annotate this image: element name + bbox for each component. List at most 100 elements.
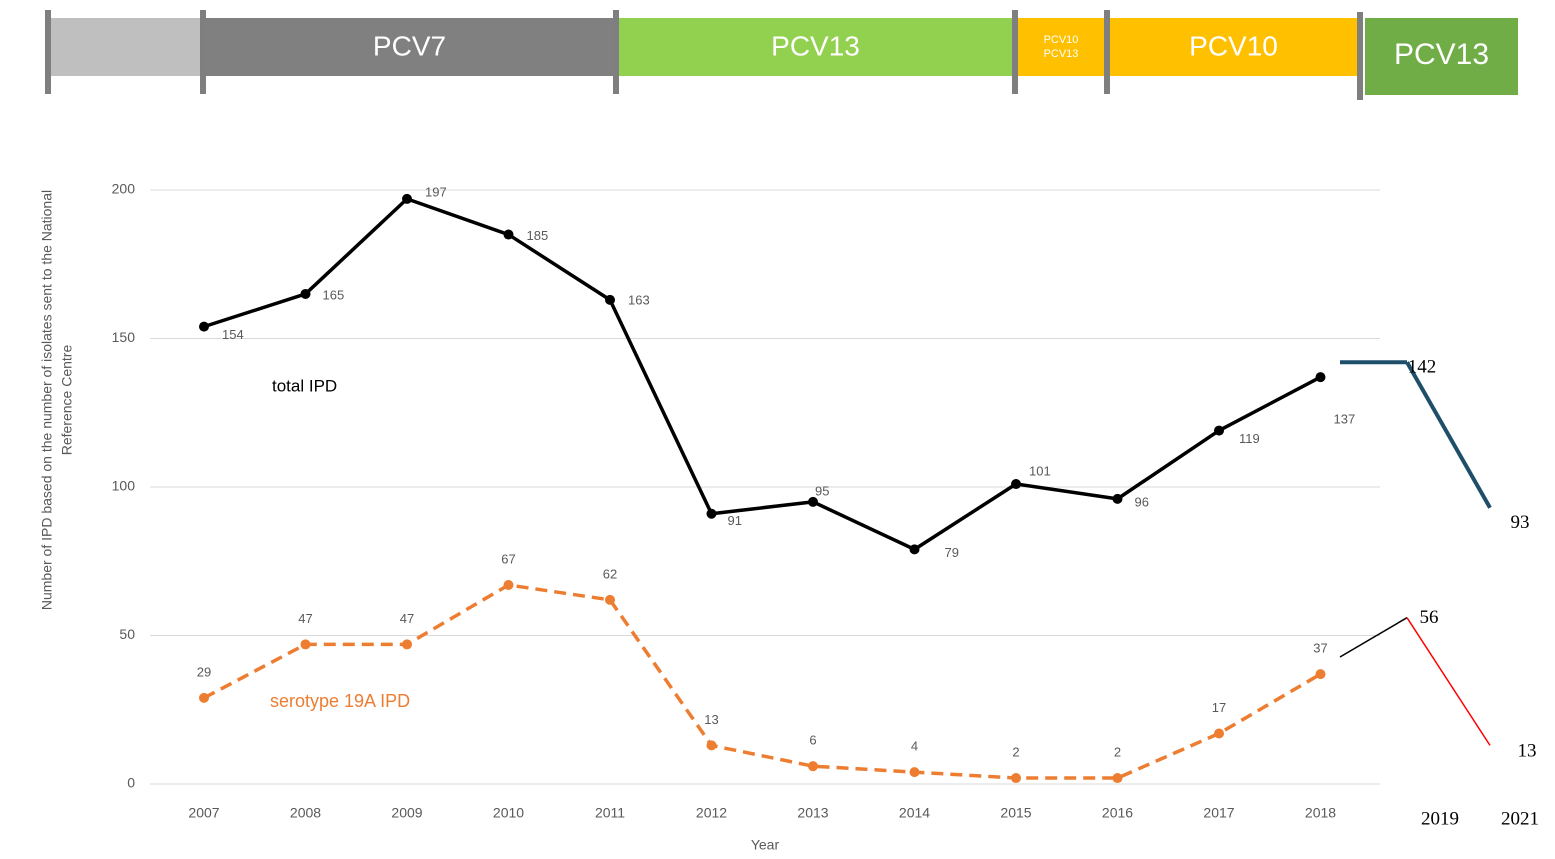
data-label: 2 (1114, 744, 1121, 759)
data-point (1112, 773, 1123, 784)
timeline-divider (1357, 12, 1363, 100)
timeline-divider (613, 10, 619, 94)
data-label: 17 (1212, 700, 1226, 715)
data-point (300, 639, 311, 650)
data-label: 93 (1511, 512, 1530, 533)
timeline-divider (1012, 10, 1018, 94)
x-axis-title: Year (751, 837, 780, 853)
data-label: 62 (603, 566, 617, 581)
timeline-divider (200, 10, 206, 94)
data-label: 37 (1313, 641, 1327, 656)
data-point (808, 761, 818, 772)
timeline-segment (616, 18, 1015, 76)
data-point (300, 288, 311, 299)
x-tick-label: 2019 (1421, 808, 1459, 829)
data-label: 13 (704, 712, 718, 727)
data-label: 29 (197, 664, 211, 679)
x-tick-label: 2021 (1501, 808, 1539, 829)
data-label: 47 (400, 611, 414, 626)
data-label: 2 (1012, 744, 1019, 759)
timeline-segment (1107, 18, 1360, 76)
data-point (605, 594, 615, 605)
data-label: 119 (1239, 431, 1260, 446)
timeline-divider (1104, 10, 1110, 94)
data-label: 56 (1420, 607, 1439, 628)
y-tick-label: 100 (112, 478, 136, 494)
data-point (605, 294, 615, 305)
data-label: 13 (1518, 741, 1537, 762)
data-label: 154 (222, 327, 244, 342)
timeline-divider (45, 10, 51, 94)
data-point (706, 740, 717, 751)
timeline-segment (203, 18, 616, 76)
data-label: 47 (298, 611, 312, 626)
data-label: 185 (527, 228, 549, 243)
data-label: 101 (1029, 463, 1051, 478)
timeline-label: PCV13 (771, 30, 860, 61)
data-point (706, 508, 717, 519)
series-label: total IPD (272, 376, 337, 395)
x-tick-label: 2012 (696, 805, 727, 821)
x-tick-label: 2018 (1305, 805, 1336, 821)
data-point (1112, 493, 1123, 504)
x-tick-label: 2011 (595, 805, 625, 821)
data-label: 163 (628, 292, 650, 307)
x-tick-label: 2015 (1000, 805, 1031, 821)
data-label: 6 (809, 733, 816, 748)
x-tick-label: 2010 (493, 805, 524, 821)
x-tick-label: 2013 (797, 805, 828, 821)
y-axis-title: Number of IPD based on the number of iso… (39, 190, 55, 610)
data-label: 67 (501, 551, 515, 566)
data-point (909, 767, 920, 778)
x-tick-label: 2016 (1102, 805, 1133, 821)
timeline-label: PCV13 (1394, 38, 1489, 71)
series-label: serotype 19A IPD (270, 691, 410, 711)
data-point (1214, 728, 1224, 739)
data-point (1011, 479, 1021, 490)
data-point (503, 229, 514, 240)
data-point (402, 639, 412, 650)
y-tick-label: 200 (112, 181, 136, 197)
timeline-segment (50, 18, 203, 76)
data-point (1214, 425, 1224, 436)
timeline-label: PCV10 (1044, 34, 1079, 46)
data-label: 165 (323, 287, 345, 302)
data-label: 4 (911, 739, 918, 754)
timeline-label: PCV10 (1189, 30, 1278, 61)
data-point (402, 193, 412, 204)
x-tick-label: 2007 (188, 805, 219, 821)
timeline-segment (1015, 18, 1107, 76)
data-point (1315, 669, 1326, 680)
series-line (1406, 617, 1491, 746)
y-axis-title: Reference Centre (59, 345, 75, 456)
data-point (1011, 773, 1021, 784)
leader (1339, 617, 1408, 658)
timeline-label: PCV7 (373, 30, 446, 61)
series-line (203, 583, 1322, 780)
data-point (199, 692, 209, 703)
data-label: 197 (425, 184, 447, 199)
series-line (203, 197, 1322, 552)
data-label: 137 (1334, 412, 1356, 427)
timeline-segment (1365, 18, 1518, 95)
series-line (1405, 361, 1492, 509)
data-point (503, 580, 514, 591)
data-point (199, 321, 209, 332)
y-tick-label: 0 (127, 775, 135, 791)
data-label: 79 (945, 545, 959, 560)
data-point (808, 496, 818, 507)
x-tick-label: 2014 (899, 805, 930, 821)
x-tick-label: 2009 (391, 805, 422, 821)
y-tick-label: 50 (119, 626, 135, 642)
timeline-label: PCV13 (1044, 48, 1079, 60)
data-label: 96 (1135, 494, 1149, 509)
x-tick-label: 2008 (290, 805, 321, 821)
data-label: 91 (728, 513, 742, 528)
x-tick-label: 2017 (1203, 805, 1234, 821)
data-point (909, 544, 920, 555)
data-label: 95 (815, 483, 829, 498)
data-label: 142 (1408, 357, 1437, 378)
y-tick-label: 150 (112, 329, 136, 345)
